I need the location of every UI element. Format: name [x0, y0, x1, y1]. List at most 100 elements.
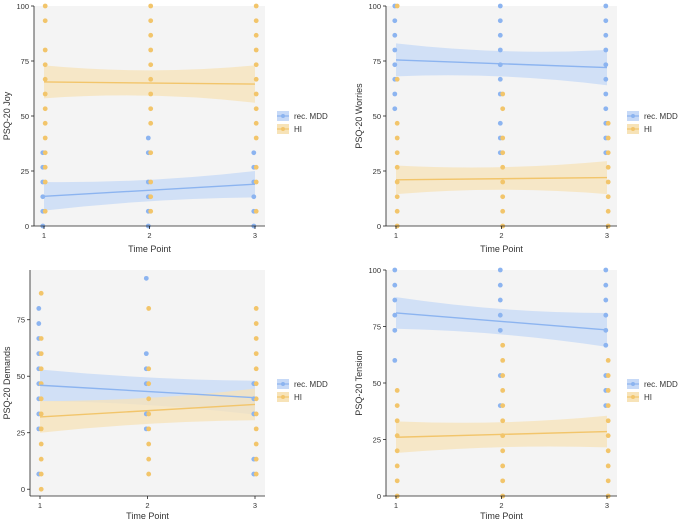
fit-line-hi [43, 81, 256, 85]
data-point-mdd [603, 76, 609, 82]
data-point-hi [394, 3, 400, 9]
data-point-mdd [497, 76, 503, 82]
y-tick-label: 75 [17, 316, 25, 325]
data-point-hi [42, 164, 48, 170]
data-point-hi [605, 208, 611, 214]
data-point-hi [148, 91, 154, 97]
x-tick-label: 3 [253, 231, 257, 240]
data-point-mdd [603, 18, 609, 24]
x-tick-label: 1 [38, 501, 42, 510]
data-point-hi [146, 396, 152, 402]
data-point-hi [253, 91, 259, 97]
data-point-hi [148, 120, 154, 126]
legend-key-point [281, 127, 285, 131]
y-tick-label: 100 [16, 2, 29, 11]
data-point-hi [38, 456, 44, 462]
data-point-hi [394, 463, 400, 469]
data-point-mdd [603, 106, 609, 112]
data-point-mdd [603, 91, 609, 97]
data-point-hi [394, 164, 400, 170]
data-point-mdd [497, 312, 503, 318]
data-point-mdd [603, 47, 609, 53]
y-tick-label: 75 [21, 57, 29, 66]
data-point-hi [42, 62, 48, 68]
legend-key-point [281, 395, 285, 399]
data-point-mdd [392, 32, 398, 38]
x-tick-label: 1 [394, 231, 398, 240]
data-point-mdd [392, 297, 398, 303]
data-point-hi [148, 62, 154, 68]
legend: rec. MDD HI [277, 379, 328, 402]
data-point-hi [38, 471, 44, 477]
data-point-hi [500, 179, 506, 185]
y-tick-label: 75 [373, 323, 381, 332]
data-point-mdd [603, 3, 609, 9]
data-point-hi [500, 194, 506, 200]
data-point-hi [148, 106, 154, 112]
data-point-hi [146, 441, 152, 447]
data-point-hi [253, 76, 259, 82]
data-point-hi [500, 388, 506, 393]
data-point-hi [605, 403, 611, 408]
data-point-hi [148, 18, 154, 24]
y-tick-label: 0 [377, 222, 381, 231]
data-point-hi [253, 208, 259, 214]
data-point-mdd [603, 312, 609, 318]
x-tick-label: 3 [253, 501, 257, 510]
y-axis-label: PSQ-20 Worries [354, 83, 364, 149]
x-tick-label: 2 [147, 231, 151, 240]
legend-key-point [631, 127, 635, 131]
data-point-hi [500, 135, 506, 141]
y-tick-label: 50 [21, 112, 29, 121]
plot-background [386, 6, 617, 226]
data-point-hi [500, 448, 506, 454]
data-point-hi [148, 179, 154, 185]
data-point-hi [38, 411, 44, 417]
data-point-mdd [392, 358, 398, 363]
data-point-hi [500, 463, 506, 469]
data-point-mdd [497, 282, 503, 288]
data-point-hi [253, 306, 259, 311]
data-point-hi [500, 208, 506, 214]
legend-label: rec. MDD [644, 380, 678, 389]
legend: rec. MDD HI [627, 111, 678, 134]
data-point-mdd [603, 267, 609, 273]
legend-key-point [631, 395, 635, 399]
data-point-hi [605, 120, 611, 126]
data-point-mdd [251, 150, 257, 156]
data-point-mdd [392, 312, 398, 318]
data-point-hi [605, 194, 611, 200]
fit-line-mdd [39, 384, 256, 399]
x-axis-label: Time Point [126, 511, 169, 521]
legend-label: HI [294, 125, 302, 134]
data-point-hi [394, 478, 400, 484]
data-point-mdd [392, 267, 398, 273]
data-point-hi [38, 426, 44, 432]
data-point-hi [42, 91, 48, 97]
data-point-mdd [392, 62, 398, 68]
x-tick-label: 2 [145, 501, 149, 510]
fit-line-hi [395, 430, 608, 438]
data-point-mdd [143, 275, 149, 281]
data-point-hi [500, 418, 506, 424]
y-tick-label: 50 [17, 372, 25, 381]
data-point-hi [253, 135, 259, 141]
data-point-hi [148, 32, 154, 38]
data-point-hi [605, 150, 611, 156]
data-point-mdd [36, 321, 42, 326]
chart-panel-1: 0 25 50 75 100 1 2 3 Time Point PSQ-20 Joy rec. MD… [2, 2, 328, 254]
x-axis-label: Time Point [128, 244, 171, 254]
data-point-hi [146, 306, 152, 311]
chart-panel-4: 0 25 50 75 100 1 2 3 Time Point PSQ-20 Tension rec… [354, 266, 678, 521]
legend-label: rec. MDD [294, 380, 328, 389]
data-point-hi [38, 396, 44, 402]
data-point-hi [253, 336, 259, 341]
data-point-hi [500, 91, 506, 97]
data-point-hi [394, 76, 400, 82]
data-point-hi [253, 321, 259, 326]
data-point-hi [253, 471, 259, 477]
data-point-mdd [251, 194, 257, 200]
data-point-mdd [603, 282, 609, 288]
data-point-hi [253, 3, 259, 9]
